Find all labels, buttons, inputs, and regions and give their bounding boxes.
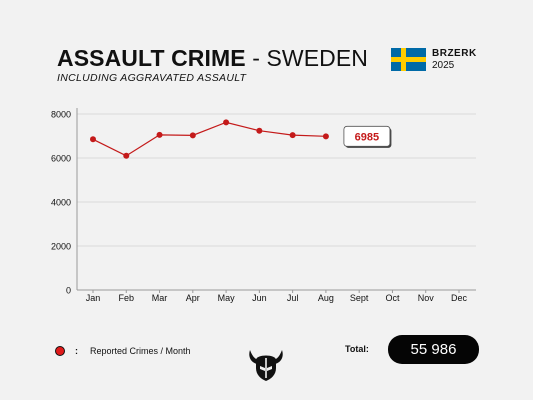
y-tick-label: 4000 (51, 198, 71, 208)
title-strong: ASSAULT CRIME (57, 45, 246, 71)
data-point (322, 133, 329, 140)
x-tick-label: Mar (152, 293, 168, 303)
data-point (90, 136, 96, 143)
x-tick-label: Feb (119, 293, 135, 303)
legend-marker (55, 346, 65, 356)
data-point (289, 132, 296, 139)
legend-label: Reported Crimes / Month (90, 346, 191, 356)
total-label: Total: (345, 344, 369, 354)
title-country: - SWEDEN (245, 45, 368, 71)
total-value: 55 986 (388, 335, 479, 364)
brand-name: BRZERK (432, 48, 477, 59)
callout-box (343, 125, 391, 147)
data-point (123, 152, 130, 159)
viking-helmet-logo-icon (249, 350, 283, 381)
page-title: ASSAULT CRIME - SWEDEN (57, 44, 368, 72)
y-tick-label: 6000 (51, 154, 71, 164)
callout-value: 6985 (355, 131, 379, 143)
data-point (223, 119, 230, 126)
series-line (92, 121, 326, 157)
x-tick-label: Dec (451, 293, 468, 303)
x-tick-label: Jul (287, 293, 299, 303)
x-tick-label: Sept (350, 293, 369, 303)
x-tick-label: Oct (385, 293, 400, 303)
data-point (189, 132, 196, 139)
x-tick-label: Jan (86, 293, 101, 303)
y-tick-label: 0 (66, 286, 71, 296)
y-tick-label: 2000 (51, 242, 71, 252)
data-point (156, 131, 163, 138)
sweden-flag-icon (391, 48, 426, 71)
x-tick-label: Nov (418, 293, 435, 303)
brand-year: 2025 (432, 60, 455, 71)
x-tick-label: Apr (186, 293, 200, 303)
x-tick-label: May (218, 293, 236, 303)
data-point (256, 127, 263, 134)
x-tick-label: Aug (318, 293, 334, 303)
legend: : Reported Crimes / Month (55, 344, 191, 358)
legend-colon: : (75, 346, 78, 356)
x-tick-label: Jun (252, 293, 267, 303)
page-subtitle: INCLUDING AGGRAVATED ASSAULT (57, 72, 247, 84)
brand-block: BRZERK 2025 (432, 48, 477, 72)
y-tick-label: 8000 (51, 110, 71, 120)
